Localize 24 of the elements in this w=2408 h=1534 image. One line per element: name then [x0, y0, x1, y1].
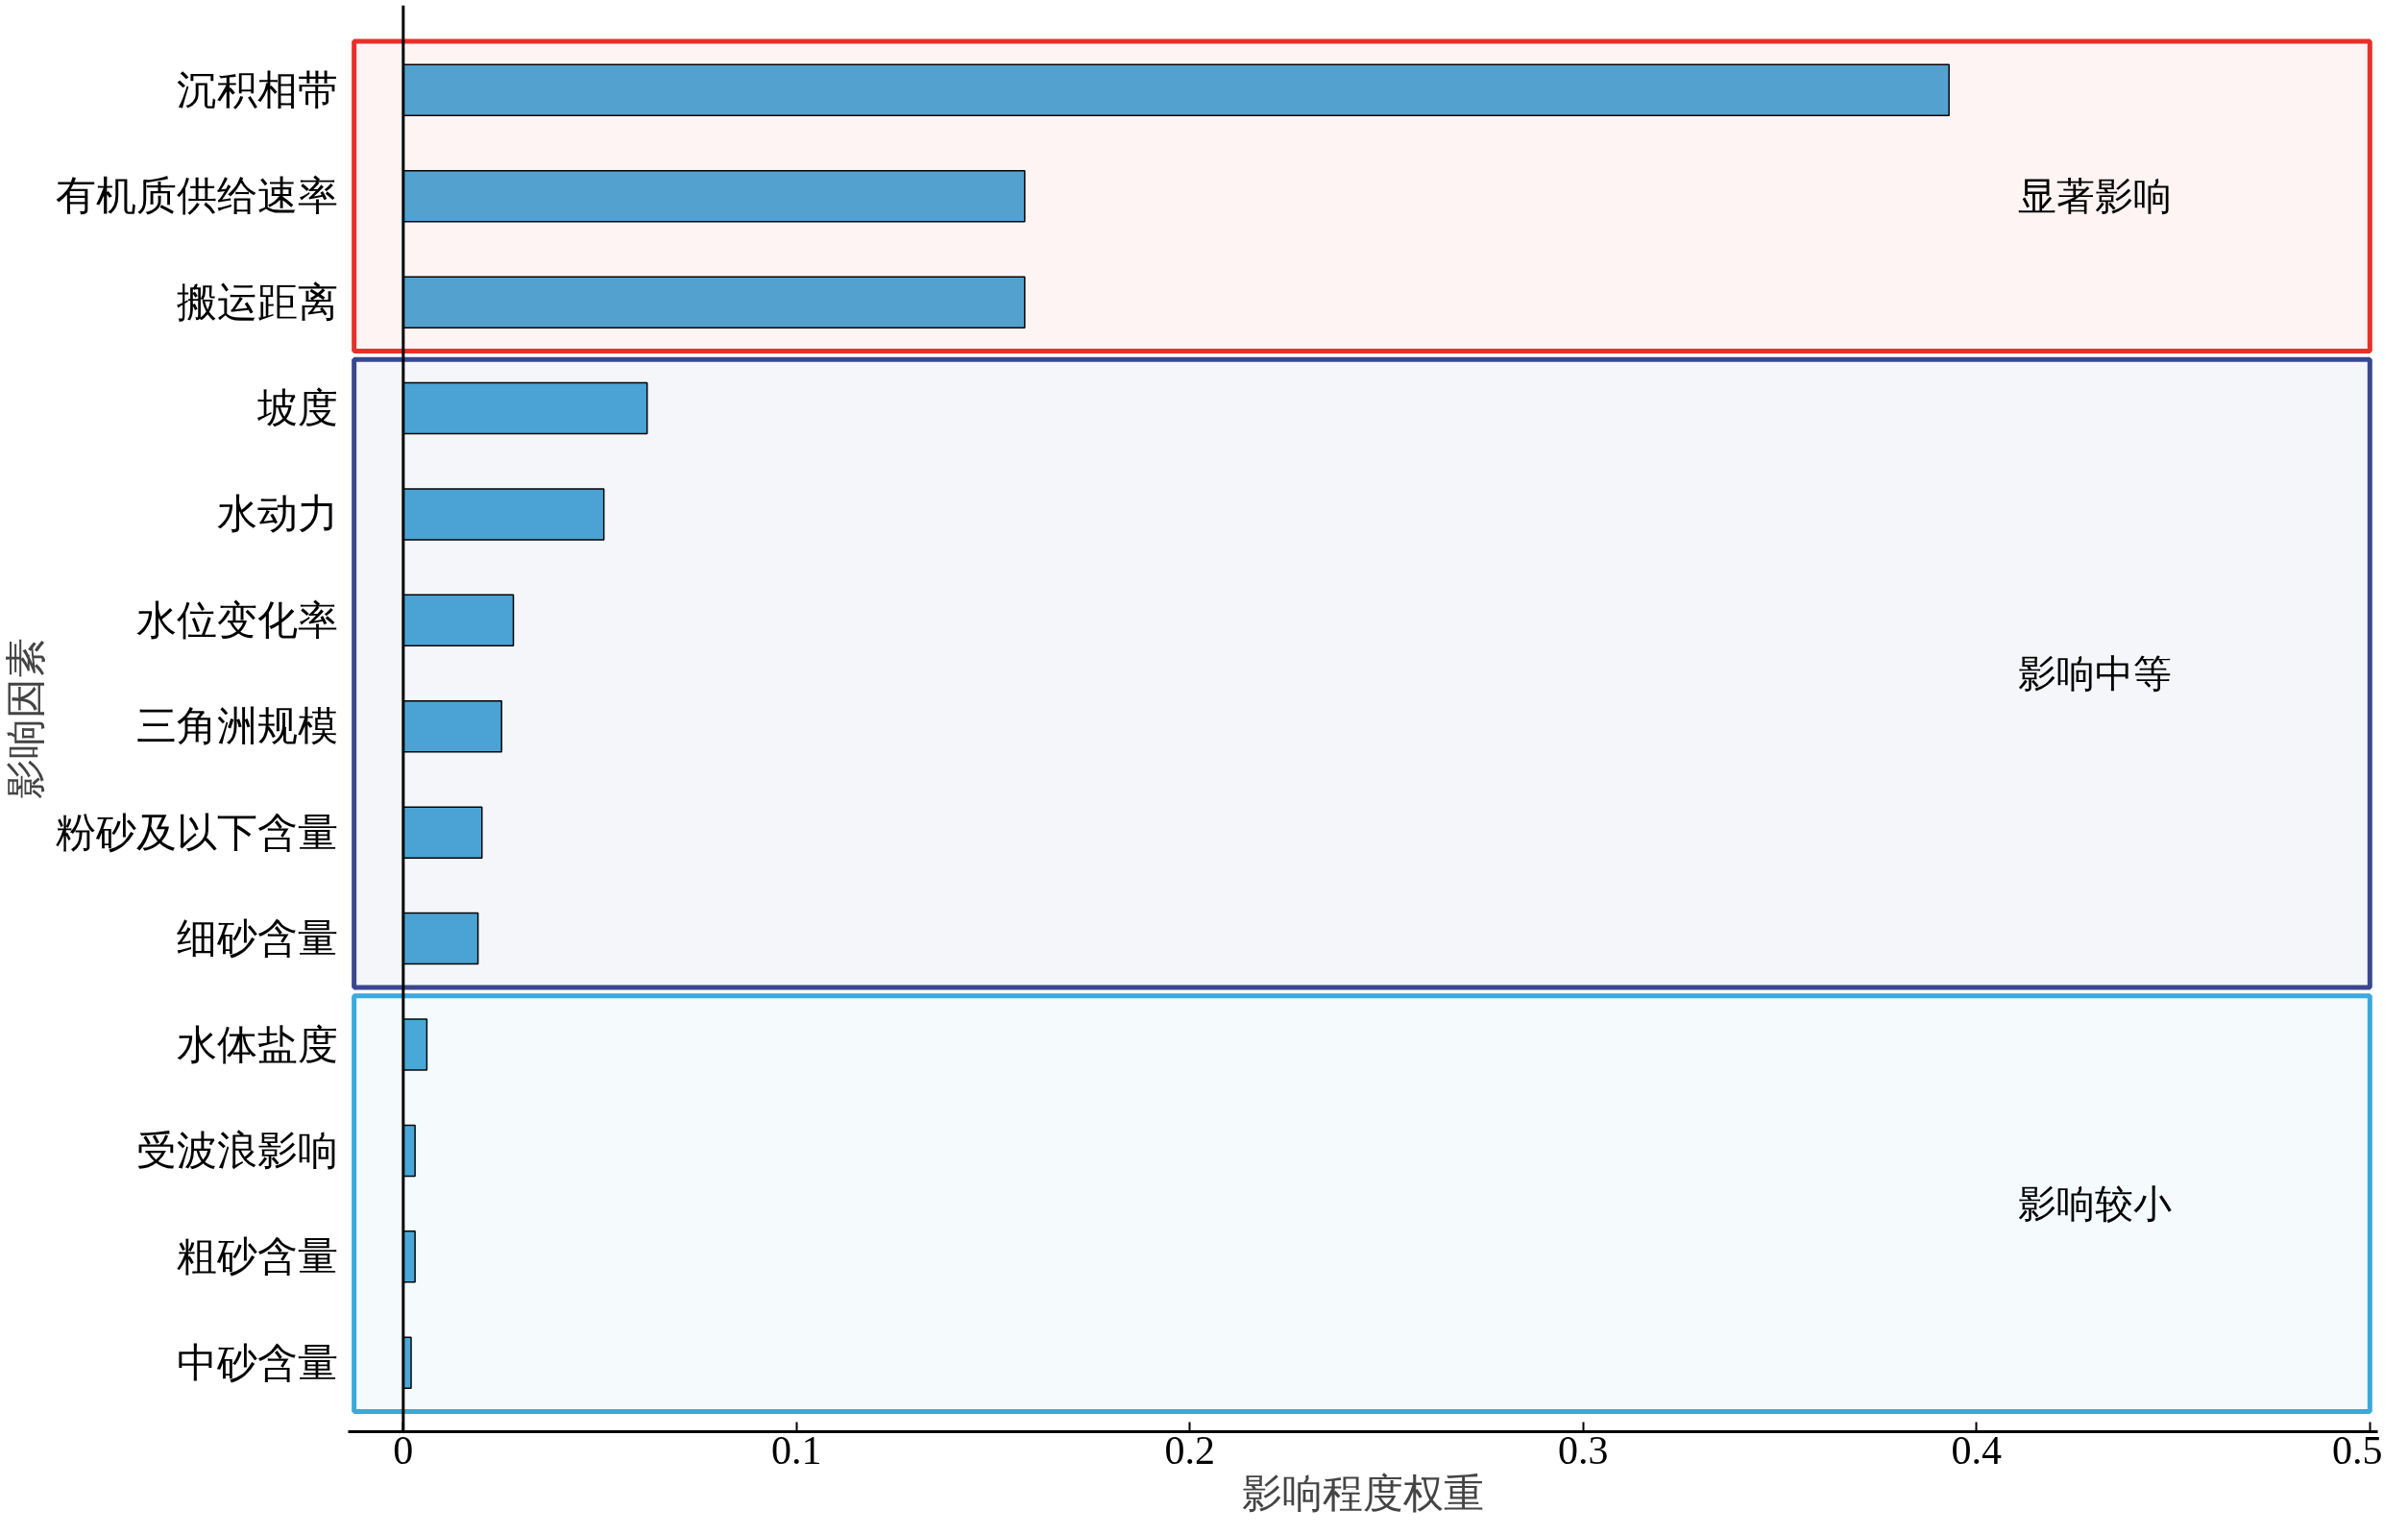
y-tick-label: 搬运距离: [176, 280, 338, 325]
y-tick-label: 水动力: [216, 492, 338, 537]
x-tick-label: 0.1: [771, 1427, 822, 1473]
y-tick-label: 受波浪影响: [135, 1128, 338, 1173]
x-tick-label: 0.2: [1164, 1427, 1216, 1473]
x-tick-label: 0.4: [1951, 1427, 2003, 1473]
y-tick-label: 粉砂及以下含量: [55, 810, 338, 855]
y-tick-label: 三角洲规模: [135, 704, 338, 749]
band-label: 影响中等: [2017, 651, 2172, 695]
x-tick-label: 0.3: [1558, 1427, 1609, 1473]
y-axis-title: 影响因素: [3, 638, 48, 799]
x-tick-label: 0.5: [2332, 1427, 2383, 1473]
y-tick-label: 粗砂含量: [176, 1234, 338, 1279]
y-tick-label: 细砂含量: [176, 916, 338, 962]
x-axis-title: 影响程度权重: [1242, 1471, 1484, 1516]
y-tick-label: 坡度: [255, 386, 338, 431]
y-tick-label: 沉积相带: [176, 67, 338, 112]
x-tick-label: 0: [393, 1427, 414, 1473]
y-tick-label: 有机质供给速率: [55, 174, 338, 219]
band-label: 影响较小: [2017, 1181, 2172, 1226]
y-tick-label: 水位变化率: [135, 597, 338, 643]
y-tick-label: 水体盐度: [176, 1022, 338, 1067]
band-label: 显著影响: [2017, 174, 2172, 218]
y-tick-label: 中砂含量: [176, 1340, 338, 1385]
